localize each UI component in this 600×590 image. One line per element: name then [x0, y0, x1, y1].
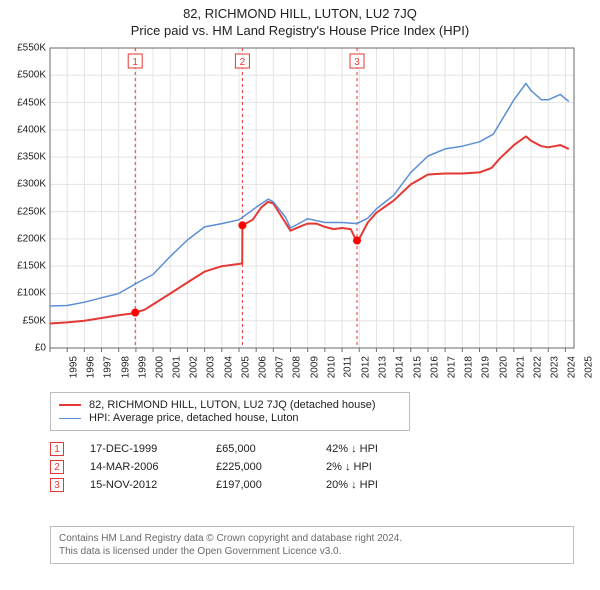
y-tick-label: £550K [6, 43, 46, 54]
legend-item: 82, RICHMOND HILL, LUTON, LU2 7JQ (detac… [59, 399, 401, 411]
x-tick-label: 2021 [515, 356, 526, 378]
x-tick-label: 2008 [292, 356, 303, 378]
x-tick-label: 2023 [549, 356, 560, 378]
event-date: 15-NOV-2012 [90, 479, 216, 491]
x-tick-label: 2014 [395, 356, 406, 378]
chart-title: 82, RICHMOND HILL, LUTON, LU2 7JQ [0, 0, 600, 21]
legend-label: 82, RICHMOND HILL, LUTON, LU2 7JQ (detac… [89, 399, 376, 411]
x-tick-label: 1998 [120, 356, 131, 378]
x-tick-label: 2015 [412, 356, 423, 378]
event-marker-badge: 3 [350, 54, 364, 68]
y-tick-label: £250K [6, 206, 46, 217]
legend: 82, RICHMOND HILL, LUTON, LU2 7JQ (detac… [50, 392, 410, 431]
svg-text:1: 1 [132, 57, 138, 68]
x-tick-label: 1996 [85, 356, 96, 378]
event-delta: 20% ↓ HPI [326, 479, 378, 491]
attribution-footer: Contains HM Land Registry data © Crown c… [50, 526, 574, 564]
chart-container: 82, RICHMOND HILL, LUTON, LU2 7JQ Price … [0, 0, 600, 590]
x-tick-label: 2004 [223, 356, 234, 378]
y-tick-label: £500K [6, 70, 46, 81]
x-tick-label: 2002 [189, 356, 200, 378]
x-tick-label: 2016 [429, 356, 440, 378]
x-tick-label: 2013 [377, 356, 388, 378]
event-badge: 3 [50, 478, 64, 492]
event-price: £225,000 [216, 461, 326, 473]
x-tick-label: 2020 [498, 356, 509, 378]
chart-plot-area: 1 2 3 [50, 48, 574, 348]
sale-marker [238, 221, 246, 229]
x-tick-label: 2006 [257, 356, 268, 378]
x-tick-label: 2007 [274, 356, 285, 378]
event-row: 1 17-DEC-1999£65,00042% ↓ HPI [50, 442, 378, 456]
sale-marker [353, 237, 361, 245]
legend-label: HPI: Average price, detached house, Luto… [89, 412, 299, 424]
legend-swatch [59, 418, 81, 419]
chart-svg: 1 2 3 [50, 48, 574, 348]
event-row: 2 14-MAR-2006£225,0002% ↓ HPI [50, 460, 378, 474]
event-date: 14-MAR-2006 [90, 461, 216, 473]
chart-subtitle: Price paid vs. HM Land Registry's House … [0, 21, 600, 42]
legend-item: HPI: Average price, detached house, Luto… [59, 412, 401, 424]
x-tick-label: 2022 [532, 356, 543, 378]
x-tick-label: 2019 [481, 356, 492, 378]
y-tick-label: £350K [6, 152, 46, 163]
x-tick-label: 2001 [171, 356, 182, 378]
sale-events-table: 1 17-DEC-1999£65,00042% ↓ HPI 2 14-MAR-2006… [50, 438, 378, 496]
event-marker-badge: 1 [128, 54, 142, 68]
sale-marker [131, 309, 139, 317]
event-badge: 1 [50, 442, 64, 456]
svg-text:2: 2 [240, 57, 246, 68]
event-delta: 2% ↓ HPI [326, 461, 372, 473]
x-tick-label: 2018 [463, 356, 474, 378]
y-tick-label: £100K [6, 288, 46, 299]
x-tick-label: 2003 [206, 356, 217, 378]
x-tick-label: 1999 [137, 356, 148, 378]
series-price_paid [50, 136, 569, 323]
y-tick-label: £200K [6, 233, 46, 244]
event-delta: 42% ↓ HPI [326, 443, 378, 455]
y-tick-label: £50K [6, 315, 46, 326]
event-price: £65,000 [216, 443, 326, 455]
x-tick-label: 2005 [240, 356, 251, 378]
x-tick-label: 2000 [154, 356, 165, 378]
attribution-line-2: This data is licensed under the Open Gov… [59, 545, 565, 558]
series-hpi [50, 84, 569, 307]
x-tick-label: 1995 [68, 356, 79, 378]
event-row: 3 15-NOV-2012£197,00020% ↓ HPI [50, 478, 378, 492]
x-tick-label: 2010 [326, 356, 337, 378]
y-tick-label: £300K [6, 179, 46, 190]
x-tick-label: 1997 [103, 356, 114, 378]
event-date: 17-DEC-1999 [90, 443, 216, 455]
x-tick-label: 2011 [342, 356, 353, 378]
x-tick-label: 2024 [566, 356, 577, 378]
x-tick-label: 2025 [584, 356, 595, 378]
y-tick-label: £150K [6, 261, 46, 272]
x-tick-label: 2017 [446, 356, 457, 378]
y-tick-label: £450K [6, 97, 46, 108]
svg-text:3: 3 [354, 57, 360, 68]
event-badge: 2 [50, 460, 64, 474]
y-tick-label: £0 [6, 343, 46, 354]
y-tick-label: £400K [6, 124, 46, 135]
attribution-line-1: Contains HM Land Registry data © Crown c… [59, 532, 565, 545]
x-tick-label: 2012 [360, 356, 371, 378]
event-marker-badge: 2 [235, 54, 249, 68]
legend-swatch [59, 404, 81, 406]
event-price: £197,000 [216, 479, 326, 491]
x-tick-label: 2009 [309, 356, 320, 378]
